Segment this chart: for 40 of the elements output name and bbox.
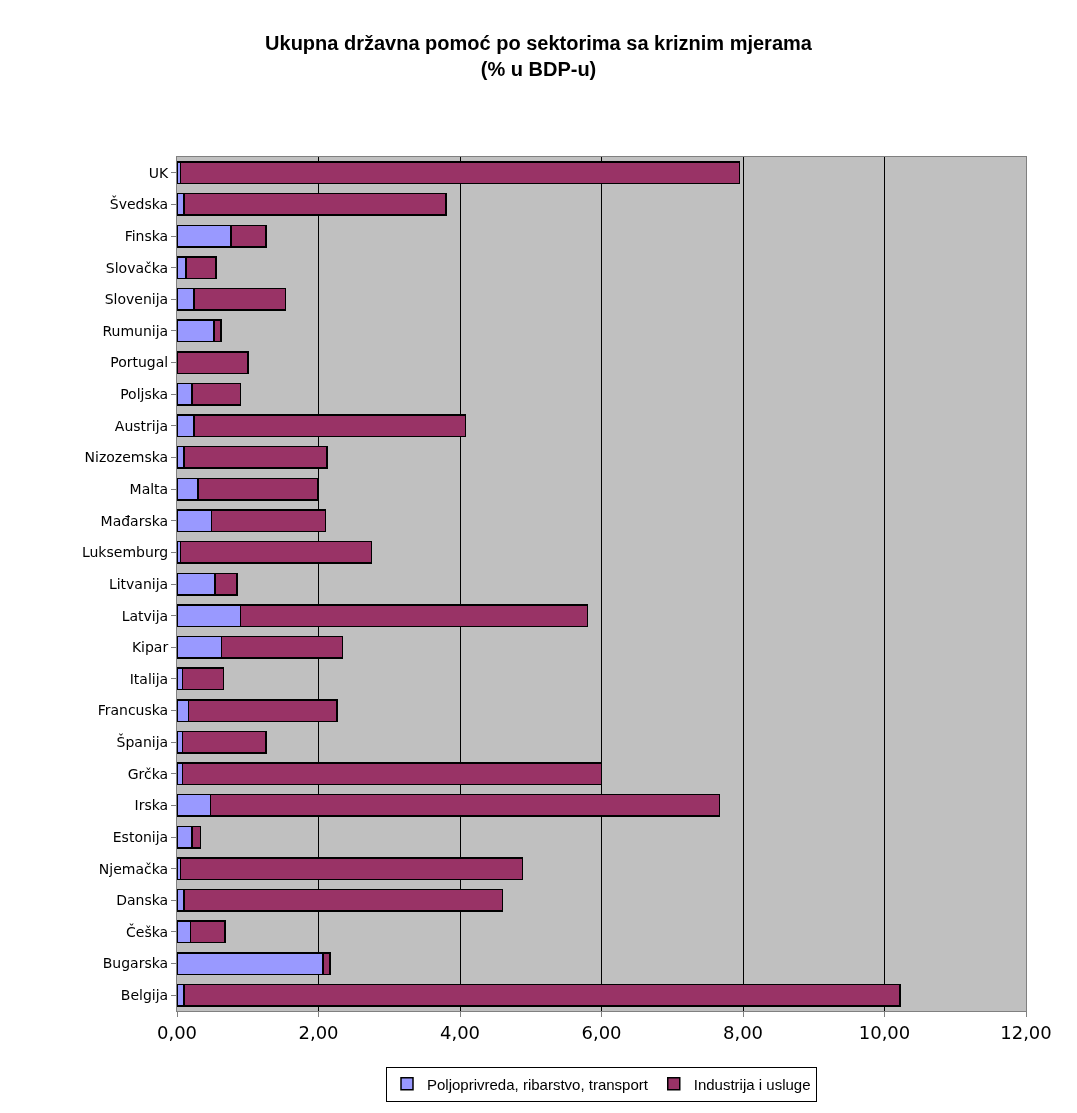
- x-tick-label: 12,00: [1000, 1021, 1052, 1043]
- x-tick-label: 4,00: [439, 1021, 481, 1043]
- y-tick-label: Nizozemska: [84, 449, 169, 466]
- y-tick-label: Rumunija: [102, 322, 169, 339]
- y-tick-label: Irska: [134, 797, 169, 814]
- y-tick-label: Latvija: [121, 607, 169, 624]
- x-tick-label: 0,00: [156, 1021, 198, 1043]
- y-tick-label: Austrija: [114, 417, 169, 434]
- y-tick-label: UK: [148, 164, 170, 181]
- y-tick-label: Malta: [129, 481, 169, 498]
- bar: [181, 730, 267, 754]
- y-tick-label: Finska: [124, 227, 169, 244]
- y-tick-label: Švedska: [109, 195, 169, 213]
- y-tick-label: Španija: [116, 733, 169, 751]
- y-tick-label: Francuska: [97, 702, 169, 719]
- y-tick-label: Estonija: [112, 828, 169, 845]
- y-tick-label: Njemačka: [98, 860, 169, 877]
- y-tick-label: Italija: [129, 670, 169, 687]
- legend-label: Poljoprivreda, ribarstvo, transport: [427, 1075, 649, 1093]
- y-tick-label: Kipar: [131, 639, 169, 656]
- x-tick-label: 2,00: [298, 1021, 339, 1043]
- y-tick-label: Poljska: [120, 386, 169, 403]
- y-tick-label: Portugal: [110, 354, 169, 371]
- y-tick-label: Češka: [126, 922, 169, 940]
- y-tick-label: Mađarska: [100, 512, 169, 529]
- y-tick-label: Slovenija: [104, 291, 169, 308]
- y-tick-label: Bugarska: [102, 955, 169, 972]
- bar: [177, 351, 249, 375]
- y-tick-label: Belgija: [120, 987, 169, 1004]
- y-tick-label: Litvanija: [108, 575, 169, 592]
- x-tick-label: 10,00: [858, 1021, 911, 1043]
- x-tick-label: 6,00: [581, 1021, 622, 1043]
- y-tick-label: Luksemburg: [81, 544, 169, 561]
- y-tick-label: Danska: [116, 892, 169, 909]
- legend-label: Industrija i usluge: [693, 1075, 811, 1093]
- x-tick-label: 8,00: [722, 1021, 764, 1043]
- y-tick-label: Slovačka: [105, 259, 169, 276]
- y-tick-label: Grčka: [127, 765, 169, 782]
- chart-title: Ukupna državna pomoć po sektorima sa kriznim mjerama (% u BDP-u): [265, 32, 813, 81]
- bar: [181, 667, 225, 691]
